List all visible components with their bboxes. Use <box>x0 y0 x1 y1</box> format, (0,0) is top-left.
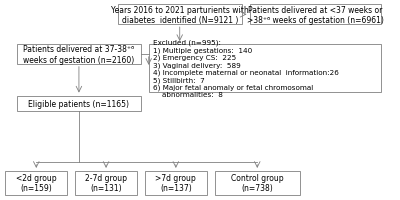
Text: <2d group
(n=159): <2d group (n=159) <box>16 173 56 192</box>
Text: Excluded (n=995):
1) Multiple gestations:  140
2) Emergency CS:  225
3) Vaginal : Excluded (n=995): 1) Multiple gestations… <box>152 39 338 98</box>
FancyBboxPatch shape <box>118 5 242 25</box>
FancyBboxPatch shape <box>215 171 300 195</box>
FancyBboxPatch shape <box>75 171 137 195</box>
FancyBboxPatch shape <box>145 171 207 195</box>
FancyBboxPatch shape <box>17 45 141 64</box>
FancyBboxPatch shape <box>17 96 141 112</box>
Text: Control group
(n=738): Control group (n=738) <box>231 173 284 192</box>
Text: 2-7d group
(n=131): 2-7d group (n=131) <box>85 173 127 192</box>
Text: Patients delivered at <37 weeks or
>38⁺⁶ weeks of gestation (n=6961): Patients delivered at <37 weeks or >38⁺⁶… <box>247 6 384 25</box>
FancyBboxPatch shape <box>149 45 381 92</box>
Text: Patients delivered at 37-38⁺⁶
weeks of gestation (n=2160): Patients delivered at 37-38⁺⁶ weeks of g… <box>23 45 134 64</box>
Text: >7d group
(n=137): >7d group (n=137) <box>156 173 196 192</box>
Text: Years 2016 to 2021 parturients with
diabetes  identified (N=9121 ): Years 2016 to 2021 parturients with diab… <box>111 6 248 25</box>
Text: Eligible patients (n=1165): Eligible patients (n=1165) <box>28 99 130 108</box>
FancyBboxPatch shape <box>5 171 67 195</box>
FancyBboxPatch shape <box>250 5 381 25</box>
